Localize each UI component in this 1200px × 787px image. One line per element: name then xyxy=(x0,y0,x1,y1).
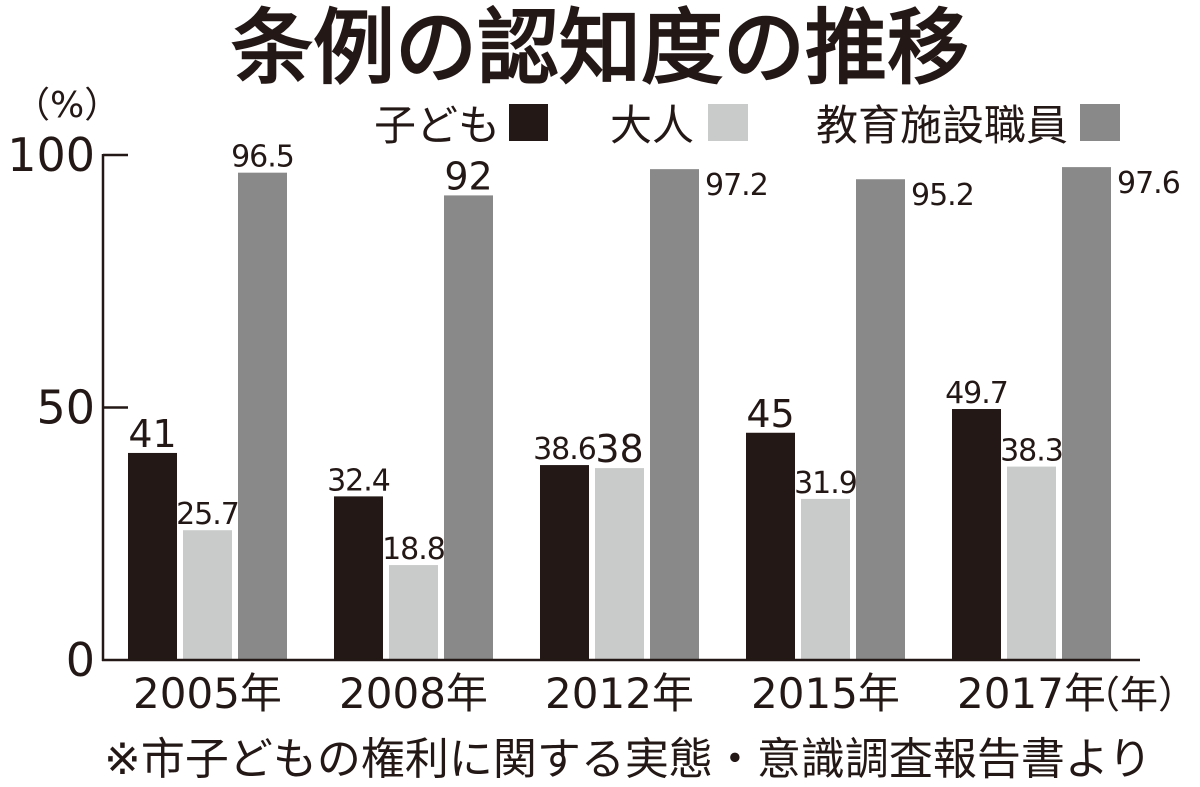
data-label-children-2017: 49.7 xyxy=(945,376,1008,411)
data-label-school-staff-2012: 97.2 xyxy=(705,168,768,203)
y-tick-label-0: 0 xyxy=(66,633,95,687)
legend-label-adults: 大人 xyxy=(610,101,694,150)
x-tick-label-2008: 2008年 xyxy=(339,669,488,718)
bar-adults-2012 xyxy=(595,468,644,660)
legend-label-children: 子ども xyxy=(374,101,500,150)
x-tick-label-2017: 2017年 xyxy=(957,669,1106,718)
bar-school-staff-2008 xyxy=(444,195,493,660)
source-footnote: ※市子どもの権利に関する実態・意識調査報告書より xyxy=(104,734,1152,785)
data-label-school-staff-2017: 97.6 xyxy=(1117,166,1180,201)
y-axis-unit: （%） xyxy=(14,85,120,126)
x-axis-unit: （年） xyxy=(1082,673,1196,717)
legend: 子ども 大人 教育施設職員 xyxy=(374,101,1120,150)
bar-adults-2008 xyxy=(389,565,438,660)
bars xyxy=(128,167,1111,661)
bar-school-staff-2015 xyxy=(856,179,905,661)
bar-school-staff-2012 xyxy=(650,169,699,660)
x-tick-label-2012: 2012年 xyxy=(545,669,694,718)
chart-title: 条例の認知度の推移 xyxy=(231,1,969,96)
data-label-adults-2008: 18.8 xyxy=(382,532,445,567)
y-tick-label-50: 50 xyxy=(36,381,95,435)
legend-swatch-school-staff xyxy=(1080,104,1120,141)
data-label-school-staff-2005: 96.5 xyxy=(231,140,294,175)
legend-label-school-staff: 教育施設職員 xyxy=(816,101,1068,150)
data-label-school-staff-2008: 92 xyxy=(444,154,492,198)
bar-children-2008 xyxy=(334,496,383,660)
x-tick-label-2005: 2005年 xyxy=(133,669,282,718)
data-label-children-2008: 32.4 xyxy=(327,463,390,498)
bar-children-2017 xyxy=(952,409,1001,660)
data-label-children-2005: 41 xyxy=(128,412,176,456)
legend-swatch-children xyxy=(509,104,548,141)
bar-adults-2017 xyxy=(1007,466,1056,660)
data-label-children-2012: 38.6 xyxy=(533,432,596,467)
data-label-adults-2015: 31.9 xyxy=(794,466,857,501)
x-tick-label-2015: 2015年 xyxy=(751,669,900,718)
data-labels: 41 32.4 38.6 45 49.7 25.7 18.8 38 31.9 38.3 96.5 92… xyxy=(128,140,1180,567)
data-label-children-2015: 45 xyxy=(746,392,794,436)
bar-school-staff-2005 xyxy=(238,172,287,661)
x-tick-labels: 2005年 2008年 2012年 2015年 2017年 xyxy=(133,669,1106,718)
bar-children-2012 xyxy=(540,465,589,660)
data-label-adults-2012: 38 xyxy=(595,427,643,471)
data-label-adults-2005: 25.7 xyxy=(176,497,239,532)
y-tick-label-100: 100 xyxy=(7,128,95,182)
bar-adults-2005 xyxy=(183,530,232,660)
data-label-adults-2017: 38.3 xyxy=(1000,434,1063,469)
bar-adults-2015 xyxy=(801,498,850,660)
data-label-school-staff-2015: 95.2 xyxy=(911,178,974,213)
bar-school-staff-2017 xyxy=(1062,167,1111,660)
bar-children-2015 xyxy=(746,432,795,660)
y-ticks: 0 50 100 xyxy=(7,128,128,687)
legend-swatch-adults xyxy=(708,104,748,141)
bar-children-2005 xyxy=(128,452,177,660)
